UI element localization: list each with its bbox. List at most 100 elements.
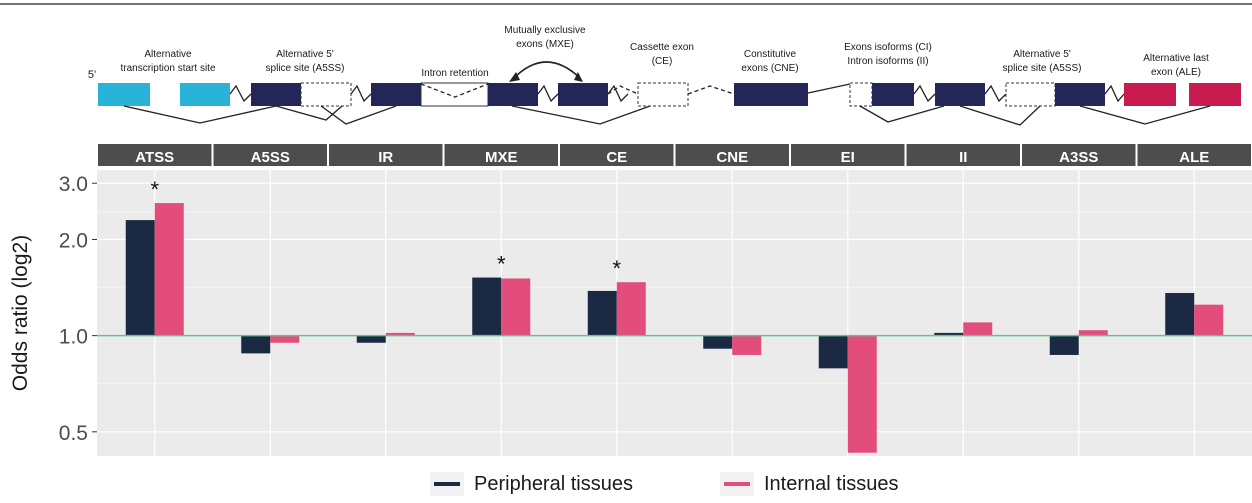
bar-cne-internal — [732, 335, 762, 355]
label-atss-line2: transcription start site — [120, 63, 215, 74]
junction-a5ss-right — [959, 105, 1041, 126]
label-a5ss-left-line2: splice site (A5SS) — [266, 63, 345, 74]
odds-ratio-chart: ATSS A5SS IR MXE CE CNE EI II A3SS ALE * * * 0.5 1.0 2.… — [9, 144, 1252, 456]
bar-ale-internal — [1194, 304, 1224, 336]
exon-atss-1 — [98, 83, 150, 106]
exon-a5ss-right-alt — [1005, 82, 1056, 107]
label-atss-line1: Alternative — [144, 49, 192, 60]
bar-a3ss-internal — [1078, 330, 1108, 336]
label-ci-line2: Intron isoforms (II) — [847, 56, 928, 67]
y-tick-label-1: 1.0 — [59, 326, 88, 349]
intron-squiggle-6 — [984, 84, 1007, 103]
bar-a3ss-peripheral — [1049, 335, 1079, 355]
label-cne-line1: Constitutive — [744, 49, 797, 60]
label-a5ss-right-line1: Alternative 5' — [1013, 49, 1071, 60]
y-tick-label-3: 3.0 — [59, 173, 88, 196]
intron-squiggle-1 — [229, 84, 252, 103]
significance-mxe: * — [497, 252, 506, 277]
significance-atss: * — [150, 177, 159, 202]
label-cne-line2: exons (CNE) — [741, 63, 798, 74]
facet-strip-ir — [329, 144, 443, 166]
facet-strip-mxe — [444, 144, 558, 166]
legend-key-peripheral — [430, 472, 464, 496]
facet-label-cne: CNE — [716, 149, 748, 166]
exon-ale-1 — [1124, 83, 1176, 106]
facet-label-atss: ATSS — [135, 149, 174, 166]
intron-squiggle-2 — [350, 84, 372, 103]
bar-ii-peripheral — [934, 332, 964, 336]
junction-a5ss-left-2 — [320, 105, 397, 125]
label-mxe-line1: Mutually exclusive — [504, 25, 586, 36]
plot-panel — [97, 170, 1252, 456]
mxe-arrowhead-left — [509, 72, 520, 82]
facet-strip-ii — [906, 144, 1020, 166]
bar-a5ss-internal — [270, 335, 300, 343]
facet-strip-cne — [675, 144, 789, 166]
facet-strip-a3ss — [1022, 144, 1136, 166]
facet-strip-ce — [560, 144, 674, 166]
label-ale-line2: exon (ALE) — [1151, 67, 1201, 78]
y-tick-label-2: 2.0 — [59, 229, 88, 252]
exon-mxe — [558, 83, 608, 106]
bar-mxe-peripheral — [472, 277, 502, 336]
facet-label-ir: IR — [378, 149, 393, 166]
exon-ale-2 — [1189, 83, 1241, 106]
label-ce-line2: (CE) — [652, 56, 673, 67]
label-mxe-line2: exons (MXE) — [516, 39, 574, 50]
facet-strip-ale — [1137, 144, 1251, 166]
exon-ir-1 — [371, 83, 421, 106]
label-ce-line1: Cassette exon — [630, 42, 694, 53]
bar-cne-peripheral — [703, 335, 733, 349]
intron-squiggle-7 — [1104, 84, 1125, 103]
y-tick-label-0: 0.5 — [59, 422, 88, 445]
bar-mxe-internal — [501, 278, 531, 336]
junction-ci — [859, 105, 945, 123]
bar-atss-internal — [154, 203, 184, 336]
facet-strip-ei — [791, 144, 905, 166]
bar-ir-internal — [385, 332, 415, 336]
legend-key-internal — [720, 472, 754, 496]
significance-ce: * — [612, 256, 621, 281]
facet-label-ale: ALE — [1179, 149, 1209, 166]
bar-ale-peripheral — [1165, 292, 1195, 336]
legend-item-internal: Internal tissues — [720, 468, 899, 500]
intron-squiggle-3 — [537, 84, 559, 103]
bar-a5ss-peripheral — [241, 335, 271, 354]
y-axis-title: Odds ratio (log2) — [9, 235, 32, 391]
facet-label-ii: II — [959, 149, 967, 166]
facet-strip-a5ss — [213, 144, 327, 166]
facet-label-a3ss: A3SS — [1059, 149, 1098, 166]
bar-ce-internal — [616, 282, 646, 336]
label-a5ss-right-line2: splice site (A5SS) — [1003, 63, 1082, 74]
exon-ir-2 — [488, 83, 538, 106]
exon-a5ss-left-alt — [300, 82, 352, 107]
intron-squiggle-4 — [607, 84, 629, 103]
intron-ci — [807, 83, 851, 94]
facet-label-a5ss: A5SS — [251, 149, 290, 166]
exon-a5ss-left — [251, 83, 301, 106]
junction-atss — [123, 105, 277, 124]
facet-label-ce: CE — [606, 149, 627, 166]
exon-ci — [872, 83, 914, 106]
bar-ce-peripheral — [587, 290, 617, 336]
label-ale-line1: Alternative last — [1143, 53, 1209, 64]
intron-squiggle-5 — [913, 84, 936, 103]
exon-ii — [935, 83, 985, 106]
retained-intron — [420, 82, 489, 107]
bar-atss-peripheral — [125, 220, 155, 336]
junction-ce-out — [687, 85, 735, 95]
junction-mxe — [511, 105, 651, 125]
bar-ei-peripheral — [818, 335, 848, 369]
five-prime-label: 5' — [88, 69, 96, 81]
mxe-arrow-arc — [511, 61, 581, 81]
legend-item-peripheral: Peripheral tissues — [430, 468, 633, 500]
mxe-arrowhead-right — [574, 72, 583, 82]
junction-ce-in — [607, 85, 639, 95]
facet-label-ei: EI — [841, 149, 855, 166]
exon-cne — [734, 83, 808, 106]
bar-ei-internal — [847, 335, 877, 453]
bar-ii-internal — [963, 322, 993, 336]
exon-ci-alt — [849, 82, 873, 107]
